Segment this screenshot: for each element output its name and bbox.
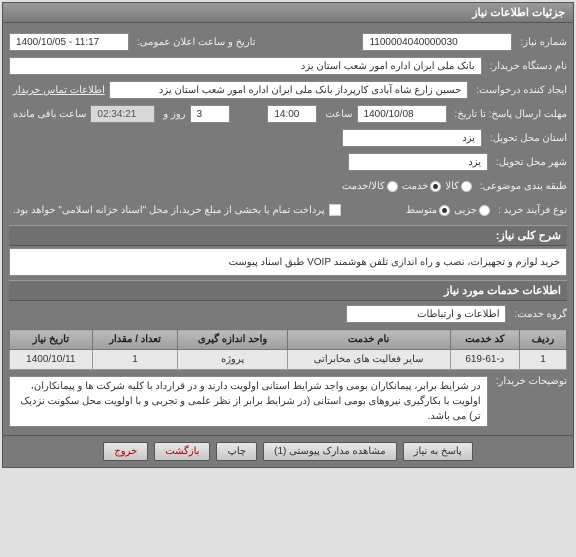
cell-2: سایر فعالیت های مخابراتی (287, 350, 450, 370)
remaining-suffix: ساعت باقی مانده (9, 109, 86, 120)
table-header-row: ردیف کد خدمت نام خدمت واحد اندازه گیری ت… (10, 330, 567, 350)
cell-5: 1400/10/11 (10, 350, 93, 370)
treasury-checkbox[interactable] (329, 204, 341, 216)
panel-body: شماره نیاز: 1100004040000030 تاریخ و ساع… (3, 23, 573, 435)
col-3: واحد اندازه گیری (178, 330, 287, 350)
announce-label: تاریخ و ساعت اعلان عمومی: (133, 37, 256, 48)
remaining-days: 3 (190, 105, 230, 123)
back-button[interactable]: بازگشت (154, 442, 210, 461)
category-opt-0-label: کالا (445, 181, 459, 192)
cell-3: پروژه (178, 350, 287, 370)
button-bar: پاسخ به نیاز مشاهده مدارک پیوستی (1) چاپ… (3, 435, 573, 467)
category-opt-1[interactable]: خدمت (402, 181, 442, 192)
ptype-label: نوع فرآیند خرید : (494, 205, 567, 216)
row-need-number: شماره نیاز: 1100004040000030 تاریخ و ساع… (9, 31, 567, 53)
contact-link[interactable]: اطلاعات تماس خریدار (9, 85, 105, 96)
deadline-date: 1400/10/08 (357, 105, 447, 123)
col-5: تاریخ نیاز (10, 330, 93, 350)
ptype-opt-0[interactable]: جزیی (454, 205, 490, 216)
ptype-opt-1-label: متوسط (406, 205, 437, 216)
buyer-notes-label: توضیحات خریدار: (492, 376, 567, 387)
ptype-opt-1[interactable]: متوسط (406, 205, 450, 216)
row-need-desc: خرید لوازم و تجهیزات، نصب و راه اندازی ت… (9, 248, 567, 276)
row-buyer-notes: توضیحات خریدار: در شرایط برابر، پیمانکار… (9, 376, 567, 427)
radio-icon (461, 181, 472, 192)
province-label: استان محل تحویل: (486, 133, 567, 144)
col-4: تعداد / مقدار (92, 330, 178, 350)
need-no-value: 1100004040000030 (362, 33, 512, 51)
category-opt-1-label: خدمت (402, 181, 429, 192)
category-opt-2[interactable]: کالا/خدمت (342, 181, 398, 192)
row-requester: ایجاد کننده درخواست: حسین زارع شاه آبادی… (9, 79, 567, 101)
buyer-value: بانک ملی ایران اداره امور شعب استان یزد (9, 57, 482, 75)
deadline-label: مهلت ارسال پاسخ: تا تاریخ: (451, 109, 567, 120)
cell-0: 1 (520, 350, 567, 370)
radio-icon (479, 205, 490, 216)
province-value: یزد (342, 129, 482, 147)
row-city: شهر محل تحویل: یزد (9, 151, 567, 173)
need-desc-value: خرید لوازم و تجهیزات، نصب و راه اندازی ت… (9, 248, 567, 276)
need-desc-label: شرح کلی نیاز: (9, 225, 567, 246)
time-label: ساعت (321, 109, 352, 120)
payment-note: پرداخت تمام یا بخشی از مبلغ خرید،از محل … (9, 205, 325, 216)
ptype-opt-0-label: جزیی (454, 205, 477, 216)
cell-1: د-61-619 (450, 350, 519, 370)
row-purchase-type: نوع فرآیند خرید : جزیی متوسط پرداخت تمام… (9, 199, 567, 221)
category-opt-2-label: کالا/خدمت (342, 181, 385, 192)
respond-button[interactable]: پاسخ به نیاز (403, 442, 473, 461)
deadline-time: 14:00 (267, 105, 317, 123)
radio-icon (439, 205, 450, 216)
remaining-time: 02:34:21 (90, 105, 155, 123)
col-1: کد خدمت (450, 330, 519, 350)
category-opt-0[interactable]: کالا (445, 181, 472, 192)
need-no-label: شماره نیاز: (516, 37, 567, 48)
table-row: 1 د-61-619 سایر فعالیت های مخابراتی پروژ… (10, 350, 567, 370)
services-table: ردیف کد خدمت نام خدمت واحد اندازه گیری ت… (9, 329, 567, 370)
service-group-label: گروه خدمت: (510, 309, 567, 320)
requester-value: حسین زارع شاه آبادی کارپرداز بانک ملی ای… (109, 81, 468, 99)
details-panel: جزئیات اطلاعات نیاز شماره نیاز: 11000040… (2, 2, 574, 468)
attachments-button[interactable]: مشاهده مدارک پیوستی (1) (263, 442, 397, 461)
city-label: شهر محل تحویل: (492, 157, 567, 168)
row-deadline: مهلت ارسال پاسخ: تا تاریخ: 1400/10/08 سا… (9, 103, 567, 125)
row-category: طبقه بندی موضوعی: کالا خدمت کالا/خدمت (9, 175, 567, 197)
radio-icon (387, 181, 398, 192)
col-2: نام خدمت (287, 330, 450, 350)
row-service-group: گروه خدمت: اطلاعات و ارتباطات (9, 303, 567, 325)
requester-label: ایجاد کننده درخواست: (472, 85, 567, 96)
print-button[interactable]: چاپ (216, 442, 257, 461)
radio-icon (430, 181, 441, 192)
buyer-notes-value: در شرایط برابر، پیمانکاران بومی واجد شرا… (9, 376, 488, 427)
category-label: طبقه بندی موضوعی: (476, 181, 567, 192)
buyer-label: نام دستگاه خریدار: (486, 61, 567, 72)
services-header: اطلاعات خدمات مورد نیاز (9, 280, 567, 301)
city-value: یزد (348, 153, 488, 171)
row-province: استان محل تحویل: یزد (9, 127, 567, 149)
announce-value: 1400/10/05 - 11:17 (9, 33, 129, 51)
days-and-label: روز و (159, 109, 185, 120)
cell-4: 1 (92, 350, 178, 370)
row-buyer: نام دستگاه خریدار: بانک ملی ایران اداره … (9, 55, 567, 77)
exit-button[interactable]: خروج (103, 442, 148, 461)
service-group-value: اطلاعات و ارتباطات (346, 305, 506, 323)
panel-title: جزئیات اطلاعات نیاز (3, 3, 573, 23)
col-0: ردیف (520, 330, 567, 350)
